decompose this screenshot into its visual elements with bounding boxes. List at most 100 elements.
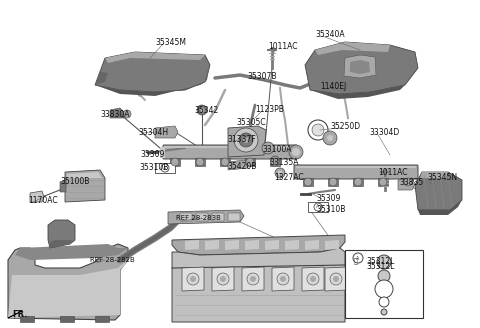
Text: 33304D: 33304D xyxy=(369,128,399,137)
Text: 1011AC: 1011AC xyxy=(268,42,298,51)
Polygon shape xyxy=(65,170,105,202)
Text: Ⓐ: Ⓐ xyxy=(354,258,358,264)
Polygon shape xyxy=(95,72,108,85)
Text: A: A xyxy=(356,256,360,260)
Polygon shape xyxy=(350,60,370,74)
Circle shape xyxy=(161,164,169,172)
Polygon shape xyxy=(205,240,219,250)
Polygon shape xyxy=(168,210,244,224)
Circle shape xyxy=(243,137,249,143)
Circle shape xyxy=(275,168,285,178)
Circle shape xyxy=(310,276,316,282)
Polygon shape xyxy=(95,82,205,96)
Text: 35304H: 35304H xyxy=(138,128,168,137)
Text: 33135A: 33135A xyxy=(269,158,299,167)
Polygon shape xyxy=(212,267,234,291)
Bar xyxy=(403,178,413,186)
Polygon shape xyxy=(415,172,462,210)
Polygon shape xyxy=(30,191,44,202)
Circle shape xyxy=(381,309,387,315)
Polygon shape xyxy=(50,240,72,248)
Bar xyxy=(180,213,192,221)
Circle shape xyxy=(197,105,207,115)
Bar xyxy=(308,202,328,212)
Polygon shape xyxy=(15,244,128,260)
Polygon shape xyxy=(8,244,128,320)
Text: A: A xyxy=(316,204,320,210)
Text: 35420B: 35420B xyxy=(227,162,256,171)
Bar xyxy=(353,178,363,186)
Circle shape xyxy=(379,178,387,186)
Circle shape xyxy=(123,110,131,118)
Circle shape xyxy=(196,158,204,166)
Text: 35310B: 35310B xyxy=(139,163,168,172)
Circle shape xyxy=(330,273,342,285)
Text: 1140EJ: 1140EJ xyxy=(320,82,346,91)
Bar xyxy=(212,213,224,221)
Text: 1327AC: 1327AC xyxy=(274,173,304,182)
Text: A: A xyxy=(163,166,167,171)
Polygon shape xyxy=(228,126,266,157)
Circle shape xyxy=(289,145,303,159)
Circle shape xyxy=(378,270,390,282)
Text: 35305C: 35305C xyxy=(236,118,265,127)
Text: 33830A: 33830A xyxy=(100,110,130,119)
Text: 1170AC: 1170AC xyxy=(28,196,58,205)
Circle shape xyxy=(304,178,312,186)
Text: 35100B: 35100B xyxy=(60,177,89,186)
Text: 33100A: 33100A xyxy=(262,145,291,154)
Polygon shape xyxy=(48,220,75,248)
Circle shape xyxy=(312,124,324,136)
Polygon shape xyxy=(302,267,324,291)
Circle shape xyxy=(221,158,229,166)
Polygon shape xyxy=(185,240,199,250)
Circle shape xyxy=(200,108,204,113)
Polygon shape xyxy=(242,267,264,291)
Circle shape xyxy=(190,276,196,282)
Text: 35312L: 35312L xyxy=(366,262,395,271)
Circle shape xyxy=(353,253,363,263)
Text: 35310B: 35310B xyxy=(316,205,346,214)
Polygon shape xyxy=(418,200,462,215)
Text: 31337F: 31337F xyxy=(227,135,256,144)
Bar xyxy=(60,316,74,322)
Polygon shape xyxy=(8,260,128,318)
Circle shape xyxy=(250,276,256,282)
Circle shape xyxy=(217,273,229,285)
Polygon shape xyxy=(205,65,210,82)
Polygon shape xyxy=(325,267,347,291)
Circle shape xyxy=(262,142,274,154)
Polygon shape xyxy=(95,52,210,92)
Polygon shape xyxy=(160,146,165,158)
Polygon shape xyxy=(225,240,239,250)
Text: 35250D: 35250D xyxy=(330,122,360,131)
Polygon shape xyxy=(228,160,248,170)
Circle shape xyxy=(333,276,339,282)
Circle shape xyxy=(323,131,337,145)
FancyBboxPatch shape xyxy=(294,165,418,179)
Bar xyxy=(195,158,205,166)
Circle shape xyxy=(404,178,412,186)
Polygon shape xyxy=(305,240,319,250)
Bar xyxy=(196,213,208,221)
Text: FR.: FR. xyxy=(12,310,27,319)
Text: 35342: 35342 xyxy=(194,106,218,115)
Circle shape xyxy=(307,273,319,285)
Circle shape xyxy=(375,280,393,298)
Circle shape xyxy=(280,276,286,282)
Circle shape xyxy=(329,178,337,186)
Circle shape xyxy=(277,273,289,285)
Polygon shape xyxy=(315,42,390,55)
Text: 35309: 35309 xyxy=(140,150,164,159)
Circle shape xyxy=(239,133,253,147)
Bar xyxy=(303,178,313,186)
Polygon shape xyxy=(105,52,205,63)
Polygon shape xyxy=(265,240,279,250)
Text: 1011AC: 1011AC xyxy=(378,168,408,177)
Polygon shape xyxy=(310,85,405,99)
FancyBboxPatch shape xyxy=(163,145,297,159)
Circle shape xyxy=(379,297,389,307)
Bar xyxy=(170,158,180,166)
Polygon shape xyxy=(67,172,102,178)
Circle shape xyxy=(377,255,391,269)
